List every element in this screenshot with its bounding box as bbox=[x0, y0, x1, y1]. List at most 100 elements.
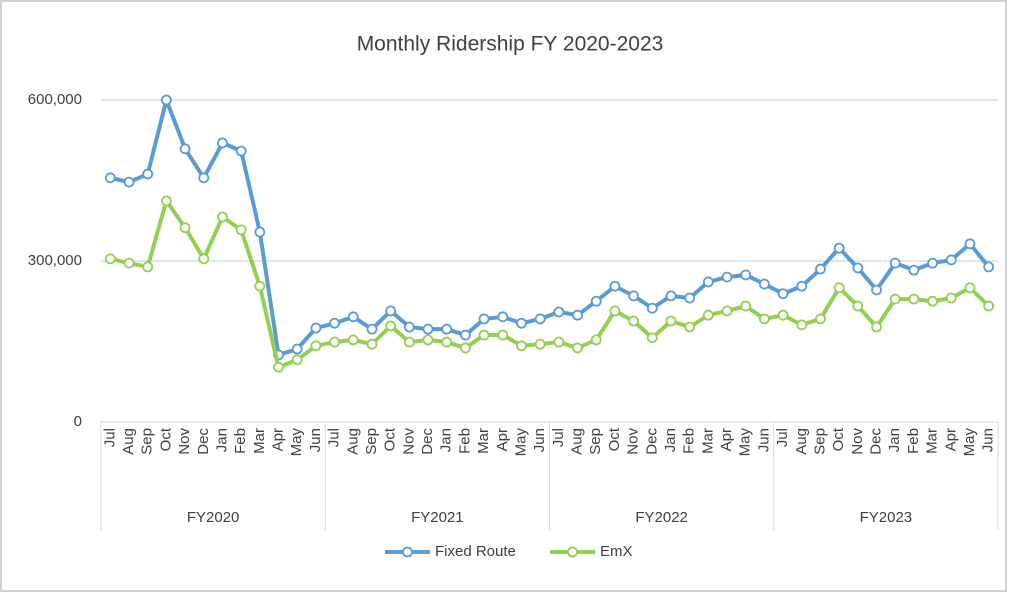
data-point bbox=[104, 253, 116, 265]
x-tick-label: Jul bbox=[774, 428, 791, 447]
data-point bbox=[833, 282, 845, 294]
x-tick-label: Oct bbox=[157, 427, 174, 451]
x-tick-label: Jul bbox=[550, 428, 567, 447]
data-point bbox=[721, 271, 733, 283]
data-point bbox=[945, 254, 957, 266]
group-label: FY2023 bbox=[860, 509, 913, 526]
x-tick-label: Mar bbox=[475, 428, 492, 454]
x-tick-label: Mar bbox=[699, 428, 716, 454]
x-tick-label: Jan bbox=[662, 428, 679, 452]
group-label: FY2022 bbox=[635, 509, 688, 526]
x-tick-label: Sep bbox=[363, 428, 380, 455]
x-tick-label: May bbox=[288, 428, 305, 457]
data-point bbox=[927, 257, 938, 269]
data-point bbox=[852, 262, 864, 274]
legend-marker bbox=[567, 546, 578, 558]
x-tick-label: Mar bbox=[924, 428, 941, 454]
x-tick-label: Jun bbox=[531, 428, 548, 452]
data-point bbox=[123, 257, 135, 269]
data-point bbox=[329, 336, 340, 348]
y-tick-label: 600,000 bbox=[28, 91, 82, 108]
data-point bbox=[310, 322, 322, 334]
data-point bbox=[609, 305, 621, 317]
data-point bbox=[104, 172, 116, 184]
data-point bbox=[646, 302, 658, 314]
data-point bbox=[478, 313, 490, 325]
data-point bbox=[590, 295, 602, 307]
data-point bbox=[721, 305, 733, 317]
group-label: FY2021 bbox=[411, 509, 464, 526]
data-point bbox=[908, 293, 920, 305]
data-point bbox=[347, 311, 359, 323]
legend-marker bbox=[402, 546, 413, 558]
data-point bbox=[553, 306, 565, 318]
x-tick-label: Feb bbox=[905, 428, 922, 454]
y-tick-label: 300,000 bbox=[28, 252, 82, 269]
data-point bbox=[759, 278, 770, 290]
legend-label: EmX bbox=[600, 543, 633, 560]
data-point bbox=[198, 172, 210, 184]
legend-label: Fixed Route bbox=[435, 543, 516, 560]
data-point bbox=[179, 143, 191, 155]
data-point bbox=[889, 257, 901, 269]
data-point bbox=[665, 290, 677, 302]
data-point bbox=[590, 334, 602, 346]
data-point bbox=[516, 340, 527, 352]
data-point bbox=[347, 334, 359, 346]
data-point bbox=[534, 338, 546, 350]
x-tick-label: Feb bbox=[456, 428, 473, 454]
x-tick-label: Apr bbox=[270, 428, 287, 451]
x-tick-label: Nov bbox=[849, 428, 866, 455]
data-point bbox=[684, 292, 696, 304]
data-point bbox=[291, 343, 303, 355]
x-tick-label: Dec bbox=[195, 428, 212, 455]
data-point bbox=[740, 300, 752, 312]
data-point bbox=[871, 321, 882, 333]
data-point bbox=[759, 313, 770, 325]
x-tick-label: Aug bbox=[120, 428, 137, 455]
x-tick-label: Mar bbox=[251, 428, 268, 454]
x-tick-label: Sep bbox=[139, 428, 156, 455]
data-point bbox=[235, 145, 247, 157]
data-point bbox=[179, 222, 191, 234]
data-point bbox=[217, 211, 228, 223]
x-tick-label: Nov bbox=[176, 428, 193, 455]
y-tick-label: 0 bbox=[74, 413, 82, 430]
data-point bbox=[702, 309, 714, 321]
data-point bbox=[478, 329, 490, 341]
data-point bbox=[422, 323, 434, 335]
data-point bbox=[796, 319, 808, 331]
data-point bbox=[366, 323, 378, 335]
x-tick-label: Jul bbox=[101, 428, 118, 447]
data-point bbox=[572, 309, 583, 321]
data-point bbox=[142, 168, 154, 180]
data-point bbox=[534, 313, 546, 325]
data-point bbox=[852, 300, 864, 312]
x-tick-label: Feb bbox=[232, 428, 249, 454]
x-tick-label: Apr bbox=[942, 428, 959, 451]
data-point bbox=[833, 242, 845, 254]
data-point bbox=[422, 334, 434, 346]
data-point bbox=[684, 321, 696, 333]
data-point bbox=[142, 261, 154, 273]
data-point bbox=[777, 288, 789, 300]
x-tick-label: Jul bbox=[326, 428, 343, 447]
x-tick-label: Oct bbox=[382, 427, 399, 451]
data-point bbox=[123, 176, 135, 188]
data-point bbox=[217, 137, 228, 149]
group-label: FY2020 bbox=[187, 509, 240, 526]
x-tick-label: Apr bbox=[718, 428, 735, 451]
x-tick-label: Dec bbox=[419, 428, 436, 455]
x-tick-label: Jun bbox=[980, 428, 997, 452]
data-point bbox=[329, 317, 340, 329]
data-point bbox=[441, 323, 453, 335]
data-point bbox=[815, 263, 826, 275]
data-point bbox=[441, 336, 453, 348]
data-point bbox=[553, 336, 565, 348]
x-tick-label: Dec bbox=[868, 428, 885, 455]
data-point bbox=[161, 94, 172, 106]
x-tick-label: Nov bbox=[400, 428, 417, 455]
x-tick-label: May bbox=[737, 428, 754, 457]
x-tick-label: Aug bbox=[344, 428, 361, 455]
